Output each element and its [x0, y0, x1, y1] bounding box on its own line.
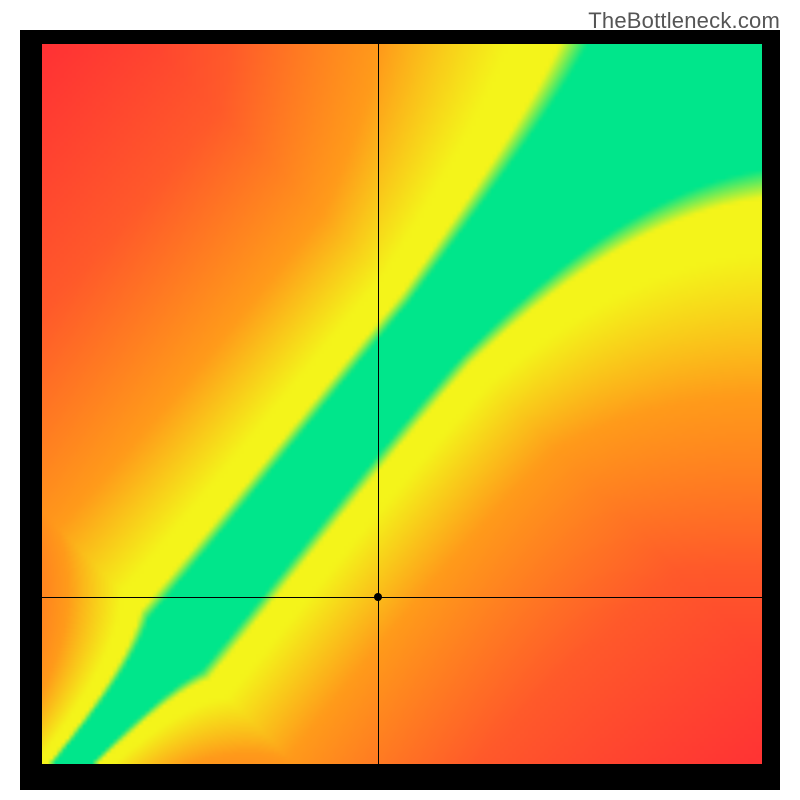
- figure-root: TheBottleneck.com: [0, 0, 800, 800]
- crosshair-dot: [374, 593, 382, 601]
- heatmap-plot: [42, 44, 762, 764]
- crosshair-vertical: [378, 44, 379, 764]
- crosshair-horizontal: [42, 597, 762, 598]
- plot-outer-frame: [20, 30, 780, 790]
- heatmap-canvas: [42, 44, 762, 764]
- watermark-text: TheBottleneck.com: [588, 8, 780, 34]
